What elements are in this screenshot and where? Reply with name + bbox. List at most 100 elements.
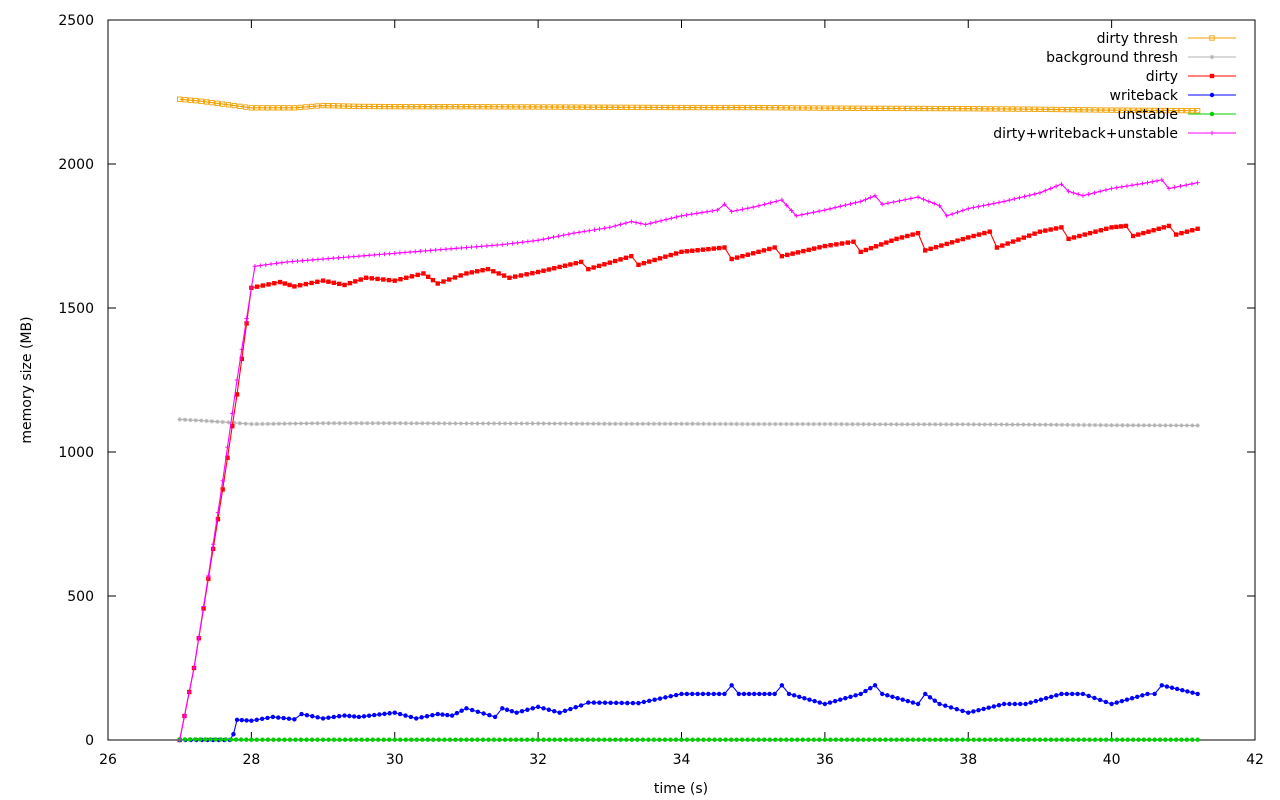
data-point [376, 103, 383, 110]
data-point [1092, 695, 1097, 701]
data-point [822, 207, 828, 213]
data-point [591, 737, 596, 742]
data-point [905, 698, 911, 704]
data-point [469, 244, 474, 250]
data-point [331, 280, 337, 285]
data-point [1081, 107, 1087, 113]
data-point [1076, 737, 1081, 742]
data-point [331, 421, 337, 426]
data-point [386, 277, 392, 283]
data-point [822, 105, 828, 111]
data-point [949, 737, 954, 742]
data-point [863, 688, 868, 694]
data-point [762, 421, 767, 427]
data-point [1141, 107, 1147, 114]
data-point [376, 737, 381, 742]
data-point [844, 737, 850, 742]
data-point [634, 104, 641, 111]
data-point [1098, 737, 1103, 742]
data-point [260, 737, 265, 742]
data-point [663, 695, 668, 700]
data-point [783, 105, 789, 111]
data-point [1098, 228, 1104, 233]
data-point [833, 737, 839, 742]
data-point [1021, 235, 1027, 240]
data-point [618, 104, 624, 110]
legend: dirty thresh background thresh dirty writeb… [993, 31, 1236, 142]
data-point [435, 281, 440, 286]
data-point [458, 104, 464, 110]
data-point [582, 229, 587, 234]
data-point [524, 737, 530, 742]
data-point [607, 260, 613, 265]
data-point [746, 691, 752, 697]
data-point [858, 249, 863, 255]
legend-label: dirty thresh [1097, 31, 1178, 47]
data-point [690, 248, 695, 253]
data-point [684, 691, 690, 697]
data-point [1092, 190, 1097, 195]
data-point [915, 194, 921, 200]
series-line [179, 179, 1198, 741]
data-point [635, 421, 640, 426]
data-point [1103, 699, 1109, 705]
data-point [762, 737, 767, 742]
data-point [447, 737, 453, 742]
data-point [816, 209, 822, 214]
data-point [420, 421, 425, 426]
data-point [866, 422, 872, 427]
data-point [789, 208, 794, 213]
data-point [624, 737, 629, 742]
data-point [923, 248, 928, 253]
data-point [921, 105, 927, 112]
data-point [1114, 224, 1119, 230]
data-point [487, 713, 492, 718]
data-point [337, 421, 342, 426]
data-point [370, 421, 375, 426]
data-point [573, 705, 578, 710]
data-point [546, 267, 552, 272]
data-point [694, 211, 700, 216]
data-point [884, 240, 889, 245]
data-point [799, 212, 805, 217]
data-point [1080, 691, 1086, 697]
data-point [491, 104, 497, 110]
data-point [442, 737, 447, 742]
data-point [491, 737, 497, 742]
data-point [629, 219, 634, 224]
data-point [679, 249, 684, 255]
data-point [519, 737, 524, 742]
data-point [991, 201, 997, 206]
data-point [292, 717, 297, 722]
data-point [566, 231, 572, 237]
data-point [689, 104, 696, 111]
data-point [371, 103, 377, 110]
x-tick-label: 26 [99, 752, 117, 768]
data-point [987, 106, 993, 112]
data-point [464, 706, 469, 711]
data-point [932, 737, 938, 742]
data-point [1087, 737, 1092, 742]
data-point [441, 104, 448, 110]
data-point [613, 737, 618, 742]
data-point [938, 105, 944, 112]
data-point [843, 696, 848, 701]
data-point [518, 104, 525, 110]
data-point [646, 737, 651, 742]
data-point [868, 685, 873, 691]
data-point [1043, 188, 1048, 193]
data-point [752, 691, 757, 697]
data-point [469, 421, 475, 426]
data-point [330, 103, 336, 109]
data-point [326, 715, 331, 720]
data-point [458, 737, 464, 742]
data-point [1168, 107, 1174, 114]
data-point [546, 104, 552, 110]
data-point [767, 105, 773, 111]
data-point [1097, 189, 1103, 194]
data-point [1125, 107, 1131, 113]
data-point [182, 97, 188, 103]
data-point [734, 421, 739, 427]
data-point [282, 421, 287, 426]
data-point [921, 737, 927, 742]
